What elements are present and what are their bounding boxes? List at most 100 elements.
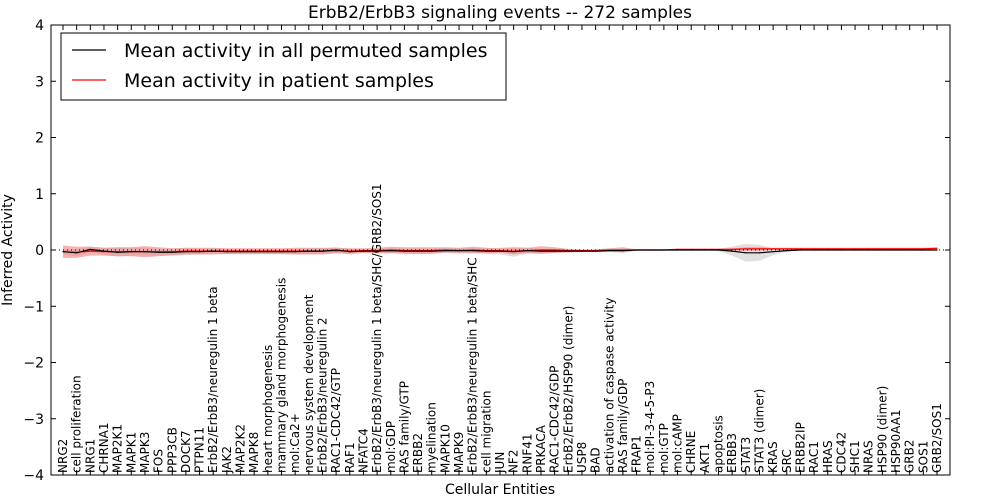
data-point-permuted [130, 251, 132, 253]
x-tick-label: ErbB2/ErbB3/neuregulin 1 beta/SHC [466, 257, 480, 473]
y-tick-label: −3 [23, 412, 44, 428]
data-point-patient [868, 248, 870, 250]
data-point-patient [745, 248, 747, 250]
x-tick-label: NRG2 [56, 439, 70, 473]
x-tick-label: RNF41 [520, 433, 534, 473]
data-point-patient [813, 248, 815, 250]
data-point-permuted [663, 249, 665, 251]
x-tick-label: nervous system development [302, 294, 316, 473]
data-point-permuted [526, 250, 528, 252]
data-point-permuted [199, 251, 201, 253]
data-point-permuted [403, 250, 405, 252]
data-point-permuted [676, 249, 679, 251]
data-point-permuted [554, 250, 556, 252]
x-tick-label: GRB2/SOS1 [930, 403, 944, 473]
x-tick-label: RAS family/GDP [616, 379, 630, 473]
x-tick-label: RAC1 [807, 441, 821, 473]
x-tick-label: RAF1 [343, 442, 357, 473]
x-tick-label: MAPK10 [438, 424, 452, 473]
x-tick-label: NF2 [507, 450, 521, 474]
x-tick-label: mammary gland morphogenesis [275, 278, 289, 473]
data-point-permuted [349, 251, 351, 253]
data-point-permuted [362, 250, 364, 252]
x-tick-label: AKT1 [698, 443, 712, 473]
data-point-patient [540, 249, 542, 251]
data-point-permuted [636, 249, 638, 251]
data-point-permuted [144, 251, 146, 253]
x-tick-label: mol:GTP [657, 423, 671, 473]
x-tick-label: mol:cAMP [671, 414, 685, 473]
x-tick-label: FRAP1 [630, 435, 644, 473]
data-point-permuted [280, 251, 283, 253]
data-point-permuted [444, 250, 446, 252]
x-tick-label: CHRNE [684, 431, 698, 473]
data-point-permuted [895, 249, 897, 251]
data-point-permuted [62, 251, 64, 253]
x-tick-label: activation of caspase activity [602, 298, 616, 473]
data-point-permuted [731, 250, 733, 252]
x-tick-label: cell migration [479, 391, 493, 473]
x-tick-label: DOCK7 [179, 430, 193, 473]
data-point-permuted [581, 250, 583, 252]
data-point-permuted [717, 249, 720, 251]
data-point-patient [786, 248, 788, 250]
data-point-permuted [212, 250, 214, 252]
data-point-permuted [499, 250, 501, 252]
x-tick-label: SRC [780, 449, 794, 473]
data-point-permuted [595, 250, 597, 252]
data-point-permuted [840, 249, 843, 251]
x-tick-label: heart morphogenesis [261, 345, 275, 473]
data-point-permuted [704, 249, 706, 251]
x-tick-label: NRG1 [83, 439, 97, 473]
y-tick-label: −4 [23, 468, 44, 484]
data-point-permuted [868, 249, 870, 251]
data-point-permuted [376, 250, 378, 252]
data-point-permuted [390, 250, 392, 252]
data-point-permuted [690, 249, 692, 251]
data-point-permuted [76, 252, 78, 254]
x-tick-label: ERBB3 [725, 433, 739, 473]
x-tick-label: HSP90 (dimer) [875, 386, 889, 473]
y-axis-label: Inferred Activity [0, 194, 16, 306]
x-tick-label: myelination [425, 402, 439, 473]
axes: 4 3 2 1 0 −1 −2 −3 −4 [23, 18, 951, 484]
data-point-patient [772, 248, 774, 250]
data-point-permuted [335, 249, 337, 251]
data-point-patient [758, 248, 761, 250]
x-tick-label: CDC42 [834, 432, 848, 473]
data-point-permuted [308, 250, 310, 252]
x-tick-label: mol:GDP [384, 421, 398, 473]
x-tick-label: MAPK1 [124, 432, 138, 473]
x-tick-label: RAS family/GTP [397, 381, 411, 473]
data-point-patient [881, 248, 884, 250]
legend: Mean activity in all permuted samples Me… [60, 32, 507, 101]
x-tick-label: apoptosis [712, 415, 726, 473]
data-point-permuted [758, 252, 761, 254]
x-tick-label: USP8 [575, 442, 589, 473]
x-tick-label: CHRNA1 [97, 422, 111, 473]
data-point-permuted [813, 249, 815, 251]
data-point-patient [731, 248, 733, 250]
data-point-patient [827, 248, 829, 250]
y-tick-label: 3 [35, 74, 44, 90]
data-point-permuted [89, 248, 91, 250]
x-tick-label: PPP3CB [165, 427, 179, 473]
x-tick-label: MAPK9 [452, 432, 466, 473]
y-tick-label: −1 [23, 299, 44, 315]
x-tick-label: HSP90AA1 [889, 409, 903, 473]
x-tick-label: MAP2K1 [111, 424, 125, 473]
chart-title: ErbB2/ErbB3 signaling events -- 272 samp… [308, 3, 692, 23]
data-point-permuted [745, 252, 747, 254]
data-point-permuted [294, 251, 296, 253]
y-tick-label: 1 [35, 187, 44, 203]
x-tick-label: KRAS [766, 441, 780, 473]
data-point-permuted [158, 251, 160, 253]
x-tick-label: mol:PI-3-4-5-P3 [643, 381, 657, 473]
data-point-permuted [239, 251, 242, 253]
data-point-patient [89, 250, 91, 252]
data-point-patient [840, 248, 843, 250]
data-point-permuted [513, 251, 515, 253]
x-tick-label: ErbB2/ErbB3/neuregulin 1 beta [206, 286, 220, 473]
